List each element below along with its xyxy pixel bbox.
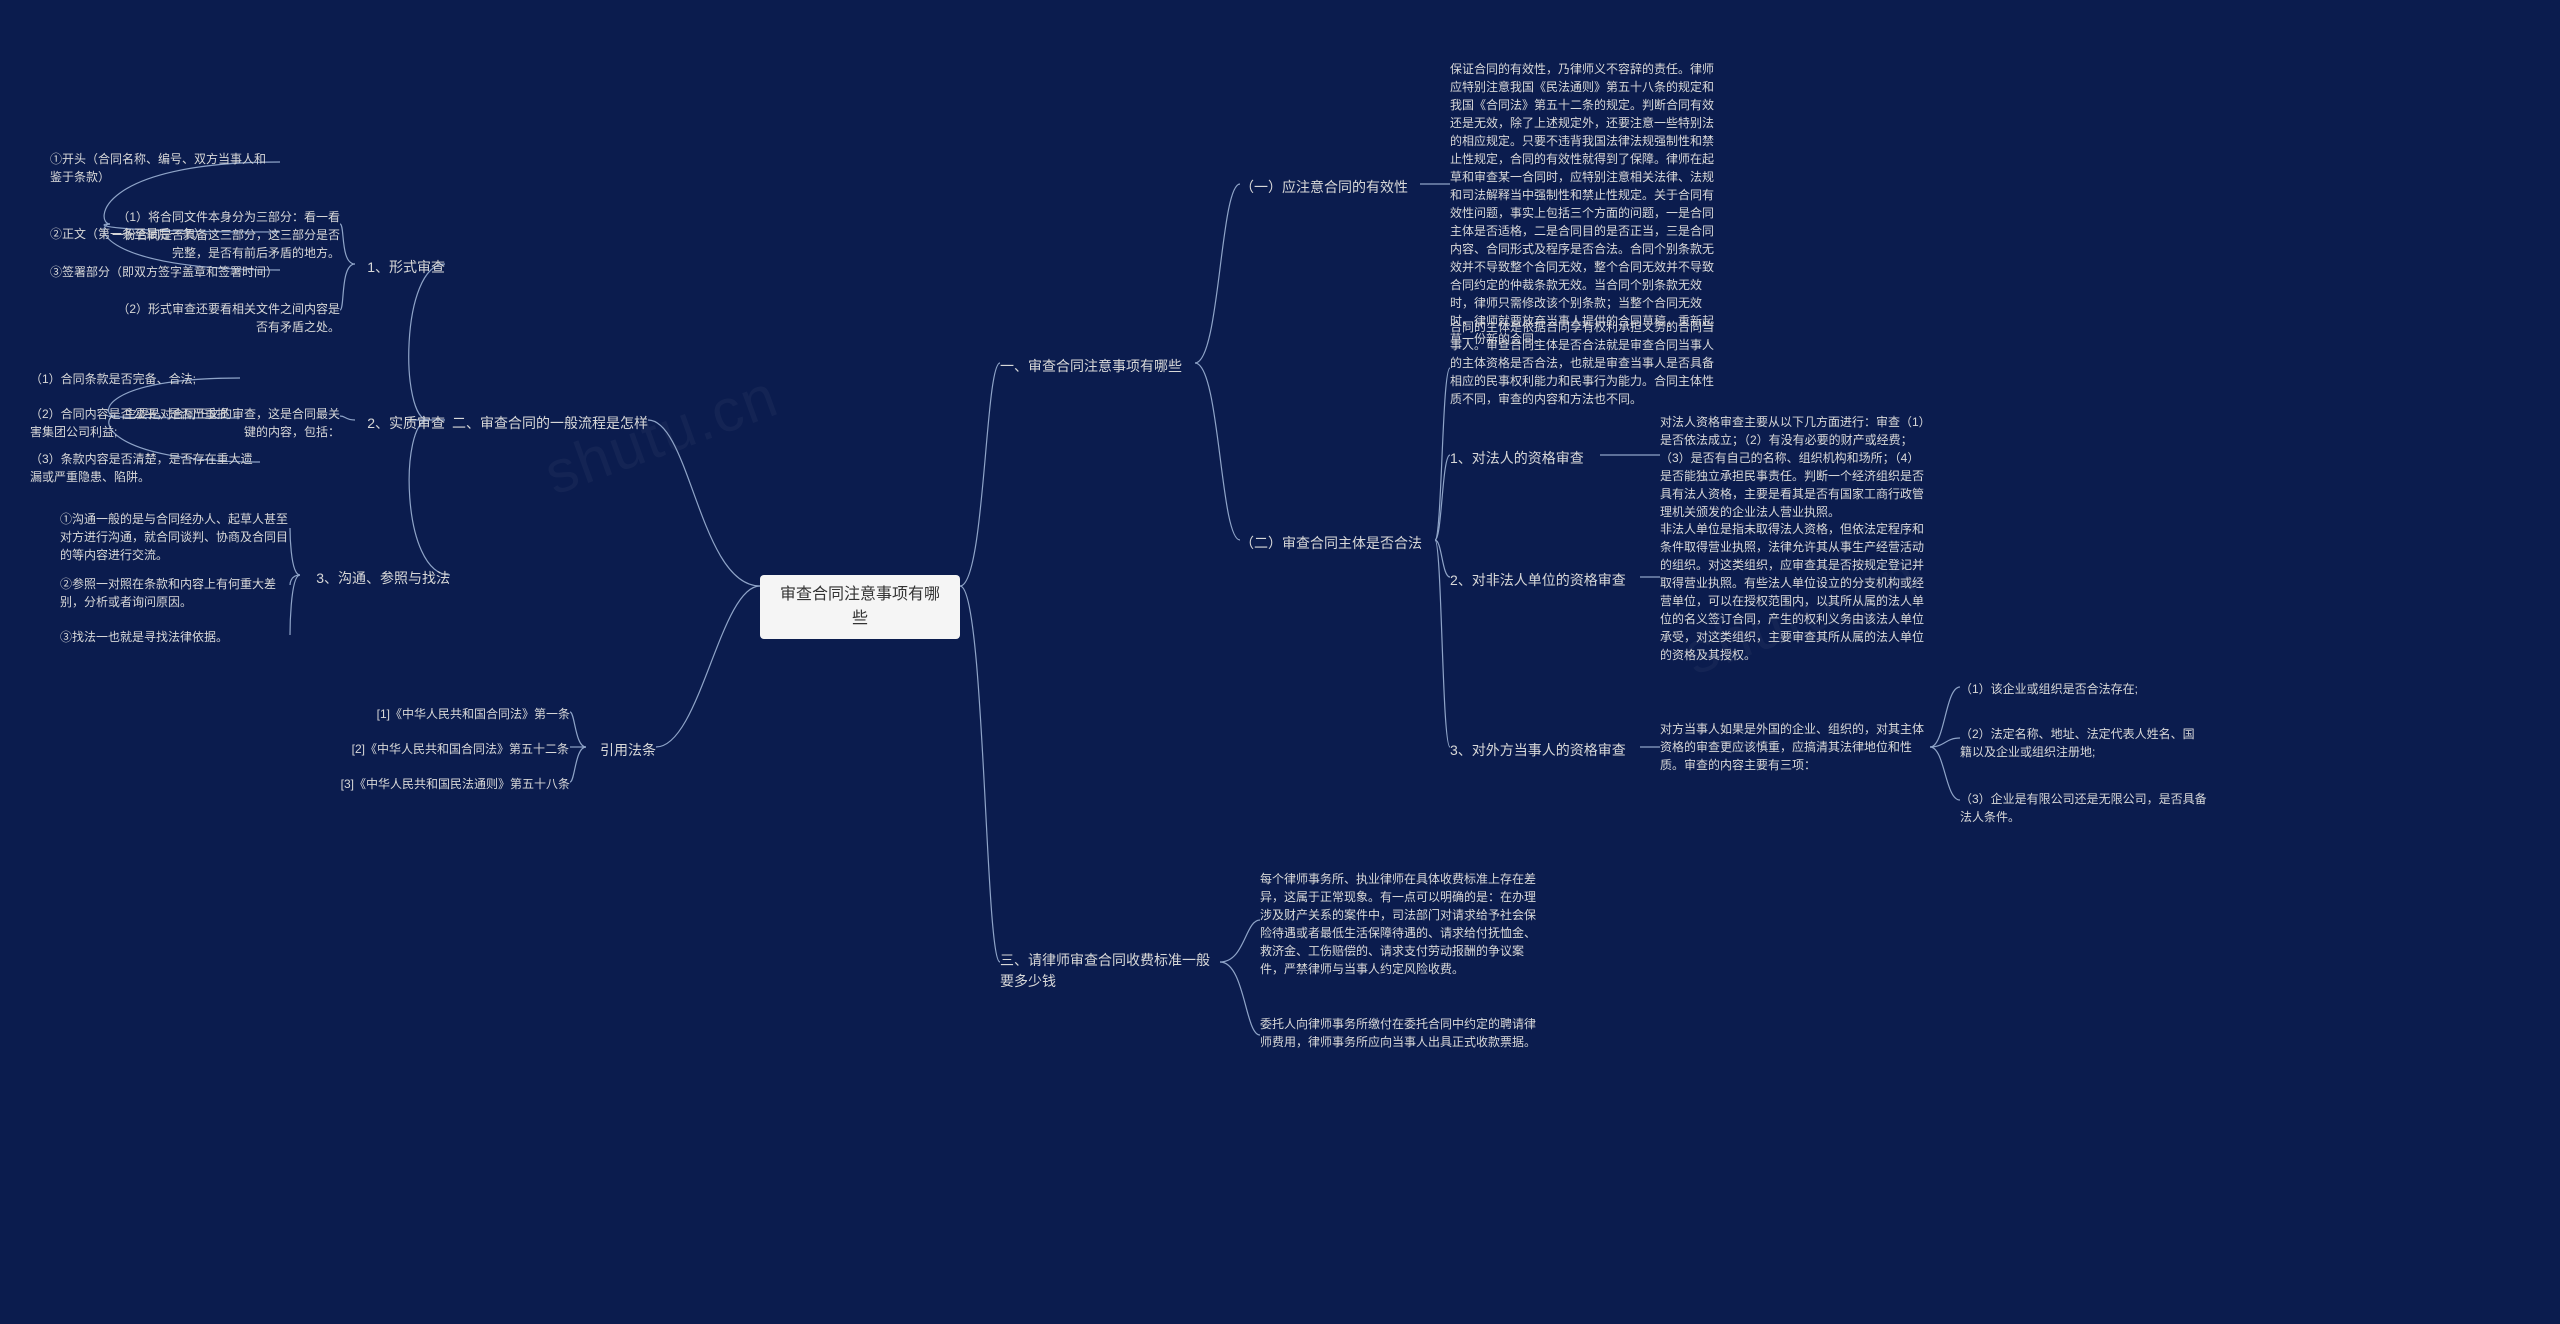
s1-a: （一）应注意合同的有效性 [1240,177,1420,198]
s2-3-ii: ②参照一对照在条款和内容上有何重大差别，分析或者询问原因。 [60,575,290,611]
section-1: 一、审查合同注意事项有哪些 [1000,356,1195,377]
s1-a-detail: 保证合同的有效性，乃律师义不容辞的责任。律师应特别注意我国《民法通则》第五十八条… [1450,60,1720,348]
s1-b-1: 1、对法人的资格审查 [1450,448,1600,469]
s2-3-iii: ③找法一也就是寻找法律依据。 [60,628,290,646]
cite-2: [2]《中华人民共和国合同法》第五十二条 [314,740,569,758]
section-3: 三、请律师审查合同收费标准一般要多少钱 [1000,950,1220,992]
s1-b-3-ii: （2）法定名称、地址、法定代表人姓名、国籍以及企业或组织注册地; [1960,725,2205,761]
s2-1a-iii: ③签署部分（即双方签字盖章和签署时间） [50,263,275,281]
s2-2-iii: （3）条款内容是否清楚，是否存在重大遗漏或严重隐患、陷阱。 [30,450,260,486]
s1-b: （二）审查合同主体是否合法 [1240,533,1435,554]
s2-item-3: 3、沟通、参照与找法 [300,568,450,589]
s2-item-2: 2、实质审查 [355,413,445,434]
cite-3: [3]《中华人民共和国民法通则》第五十八条 [302,775,570,793]
s1-b-3: 3、对外方当事人的资格审查 [1450,740,1640,761]
s1-b-2: 2、对非法人单位的资格审查 [1450,570,1640,591]
s3-b: 委托人向律师事务所缴付在委托合同中约定的聘请律师费用，律师事务所应向当事人出具正… [1260,1015,1540,1051]
s3-a: 每个律师事务所、执业律师在具体收费标准上存在差异，这属于正常现象。有一点可以明确… [1260,870,1540,978]
section-2: 二、审查合同的一般流程是怎样 [428,413,648,434]
root-node: 审查合同注意事项有哪些 [760,575,960,639]
s1-b-2-detail: 非法人单位是指未取得法人资格，但依法定程序和条件取得营业执照，法律允许其从事生产… [1660,520,1935,664]
s1-b-3-detail: 对方当事人如果是外国的企业、组织的，对其主体资格的审查更应该慎重，应搞清其法律地… [1660,720,1930,774]
cite-1: [1]《中华人民共和国合同法》第一条 [335,705,570,723]
cite-section: 引用法条 [586,740,656,761]
s2-2-ii: （2）合同内容是否公平，是否严重损害集团公司利益; [30,405,240,441]
s2-1-b: （2）形式审查还要看相关文件之间内容是否有矛盾之处。 [110,300,340,336]
s1-b-1-detail: 对法人资格审查主要从以下几方面进行：审查（1）是否依法成立；（2）有没有必要的财… [1660,413,1930,521]
s2-3-i: ①沟通一般的是与合同经办人、起草人甚至对方进行沟通，就合同谈判、协商及合同目的等… [60,510,290,564]
connector-lines [0,0,2560,1324]
s1-b-3-i: （1）该企业或组织是否合法存在; [1960,680,2185,698]
s2-1a-i: ①开头（合同名称、编号、双方当事人和鉴于条款） [50,150,275,186]
s2-item-1: 1、形式审查 [355,257,445,278]
s1-b-header: 合同的主体是依据合同享有权利承担义务的合同当事人。审查合同主体是否合法就是审查合… [1450,318,1720,408]
watermark-1: shutu.cn [536,361,788,509]
s2-1a-ii: ②正文（第一条至最后一条） [50,225,275,243]
s2-2-i: （1）合同条款是否完备、合法; [30,370,240,388]
s1-b-3-iii: （3）企业是有限公司还是无限公司，是否具备法人条件。 [1960,790,2210,826]
